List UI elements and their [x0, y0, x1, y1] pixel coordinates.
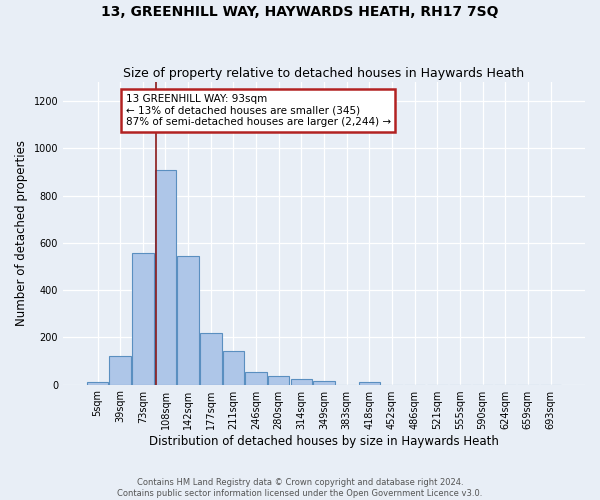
Bar [245, 372, 267, 384]
Text: 13 GREENHILL WAY: 93sqm
← 13% of detached houses are smaller (345)
87% of semi-d: 13 GREENHILL WAY: 93sqm ← 13% of detache… [125, 94, 391, 128]
Bar [200, 332, 221, 384]
Y-axis label: Number of detached properties: Number of detached properties [15, 140, 28, 326]
Bar [223, 352, 244, 384]
Text: 13, GREENHILL WAY, HAYWARDS HEATH, RH17 7SQ: 13, GREENHILL WAY, HAYWARDS HEATH, RH17 … [101, 5, 499, 19]
Bar [268, 376, 289, 384]
Bar [290, 378, 312, 384]
Text: Contains HM Land Registry data © Crown copyright and database right 2024.
Contai: Contains HM Land Registry data © Crown c… [118, 478, 482, 498]
Bar [87, 382, 108, 384]
Bar [359, 382, 380, 384]
Bar [109, 356, 131, 384]
X-axis label: Distribution of detached houses by size in Haywards Heath: Distribution of detached houses by size … [149, 434, 499, 448]
Bar [313, 381, 335, 384]
Bar [132, 254, 154, 384]
Bar [178, 256, 199, 384]
Bar [155, 170, 176, 384]
Title: Size of property relative to detached houses in Haywards Heath: Size of property relative to detached ho… [124, 66, 524, 80]
